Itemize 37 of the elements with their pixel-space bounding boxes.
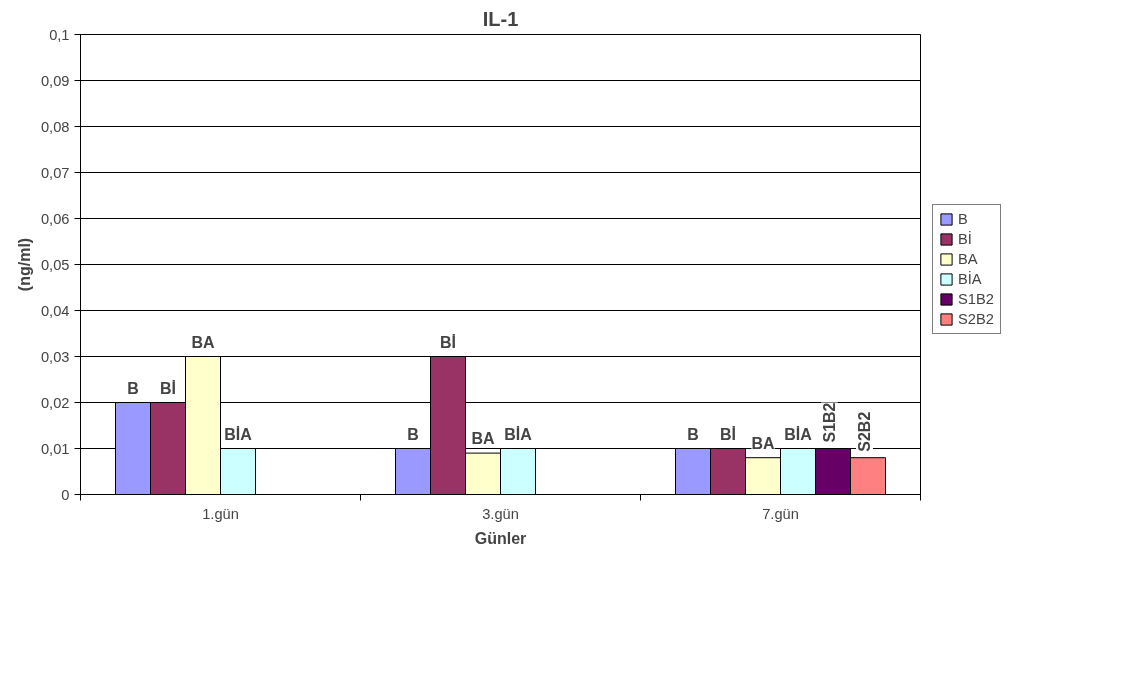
text: S1B2 (821, 402, 838, 443)
text: B (687, 425, 699, 443)
y-tick-label: 0 (61, 486, 70, 503)
y-tick-label: 0,04 (40, 302, 70, 319)
text: B (407, 425, 419, 443)
text: BİA (504, 425, 532, 443)
legend-label: Bİ (958, 231, 973, 247)
y-tick-label: 0,07 (40, 164, 70, 181)
legend-label: S2B2 (958, 311, 994, 327)
text: BİA (224, 425, 252, 443)
x-tick-label: 3.gün (482, 505, 519, 522)
y-axis-title: (ng/ml) (15, 237, 33, 292)
x-axis-title: Günler (474, 529, 527, 547)
legend-label: B (958, 211, 969, 227)
y-tick-label: 0,03 (40, 348, 70, 365)
y-tick-label: 0,02 (40, 394, 70, 411)
text: Bİ (160, 379, 176, 397)
text: BA (471, 430, 495, 448)
text: BA (191, 333, 215, 351)
text: BİA (784, 425, 812, 443)
y-tick-label: 0,08 (40, 118, 70, 135)
legend-label: S1B2 (958, 291, 994, 307)
x-tick-label: 7.gün (762, 505, 799, 522)
text: S2B2 (856, 411, 873, 452)
legend-label: BİA (958, 271, 982, 287)
y-tick-label: 0,06 (40, 210, 70, 227)
text: BA (751, 434, 775, 452)
y-tick-label: 0,05 (40, 256, 70, 273)
text: Bİ (440, 333, 456, 351)
text: Bİ (720, 425, 736, 443)
y-tick-label: 0,01 (40, 440, 70, 457)
chart-title: IL-1 (482, 7, 519, 30)
text: B (127, 379, 139, 397)
legend-label: BA (958, 251, 978, 267)
y-tick-label: 0,1 (49, 26, 70, 43)
x-tick-label: 1.gün (202, 505, 239, 522)
y-tick-label: 0,09 (40, 72, 70, 89)
